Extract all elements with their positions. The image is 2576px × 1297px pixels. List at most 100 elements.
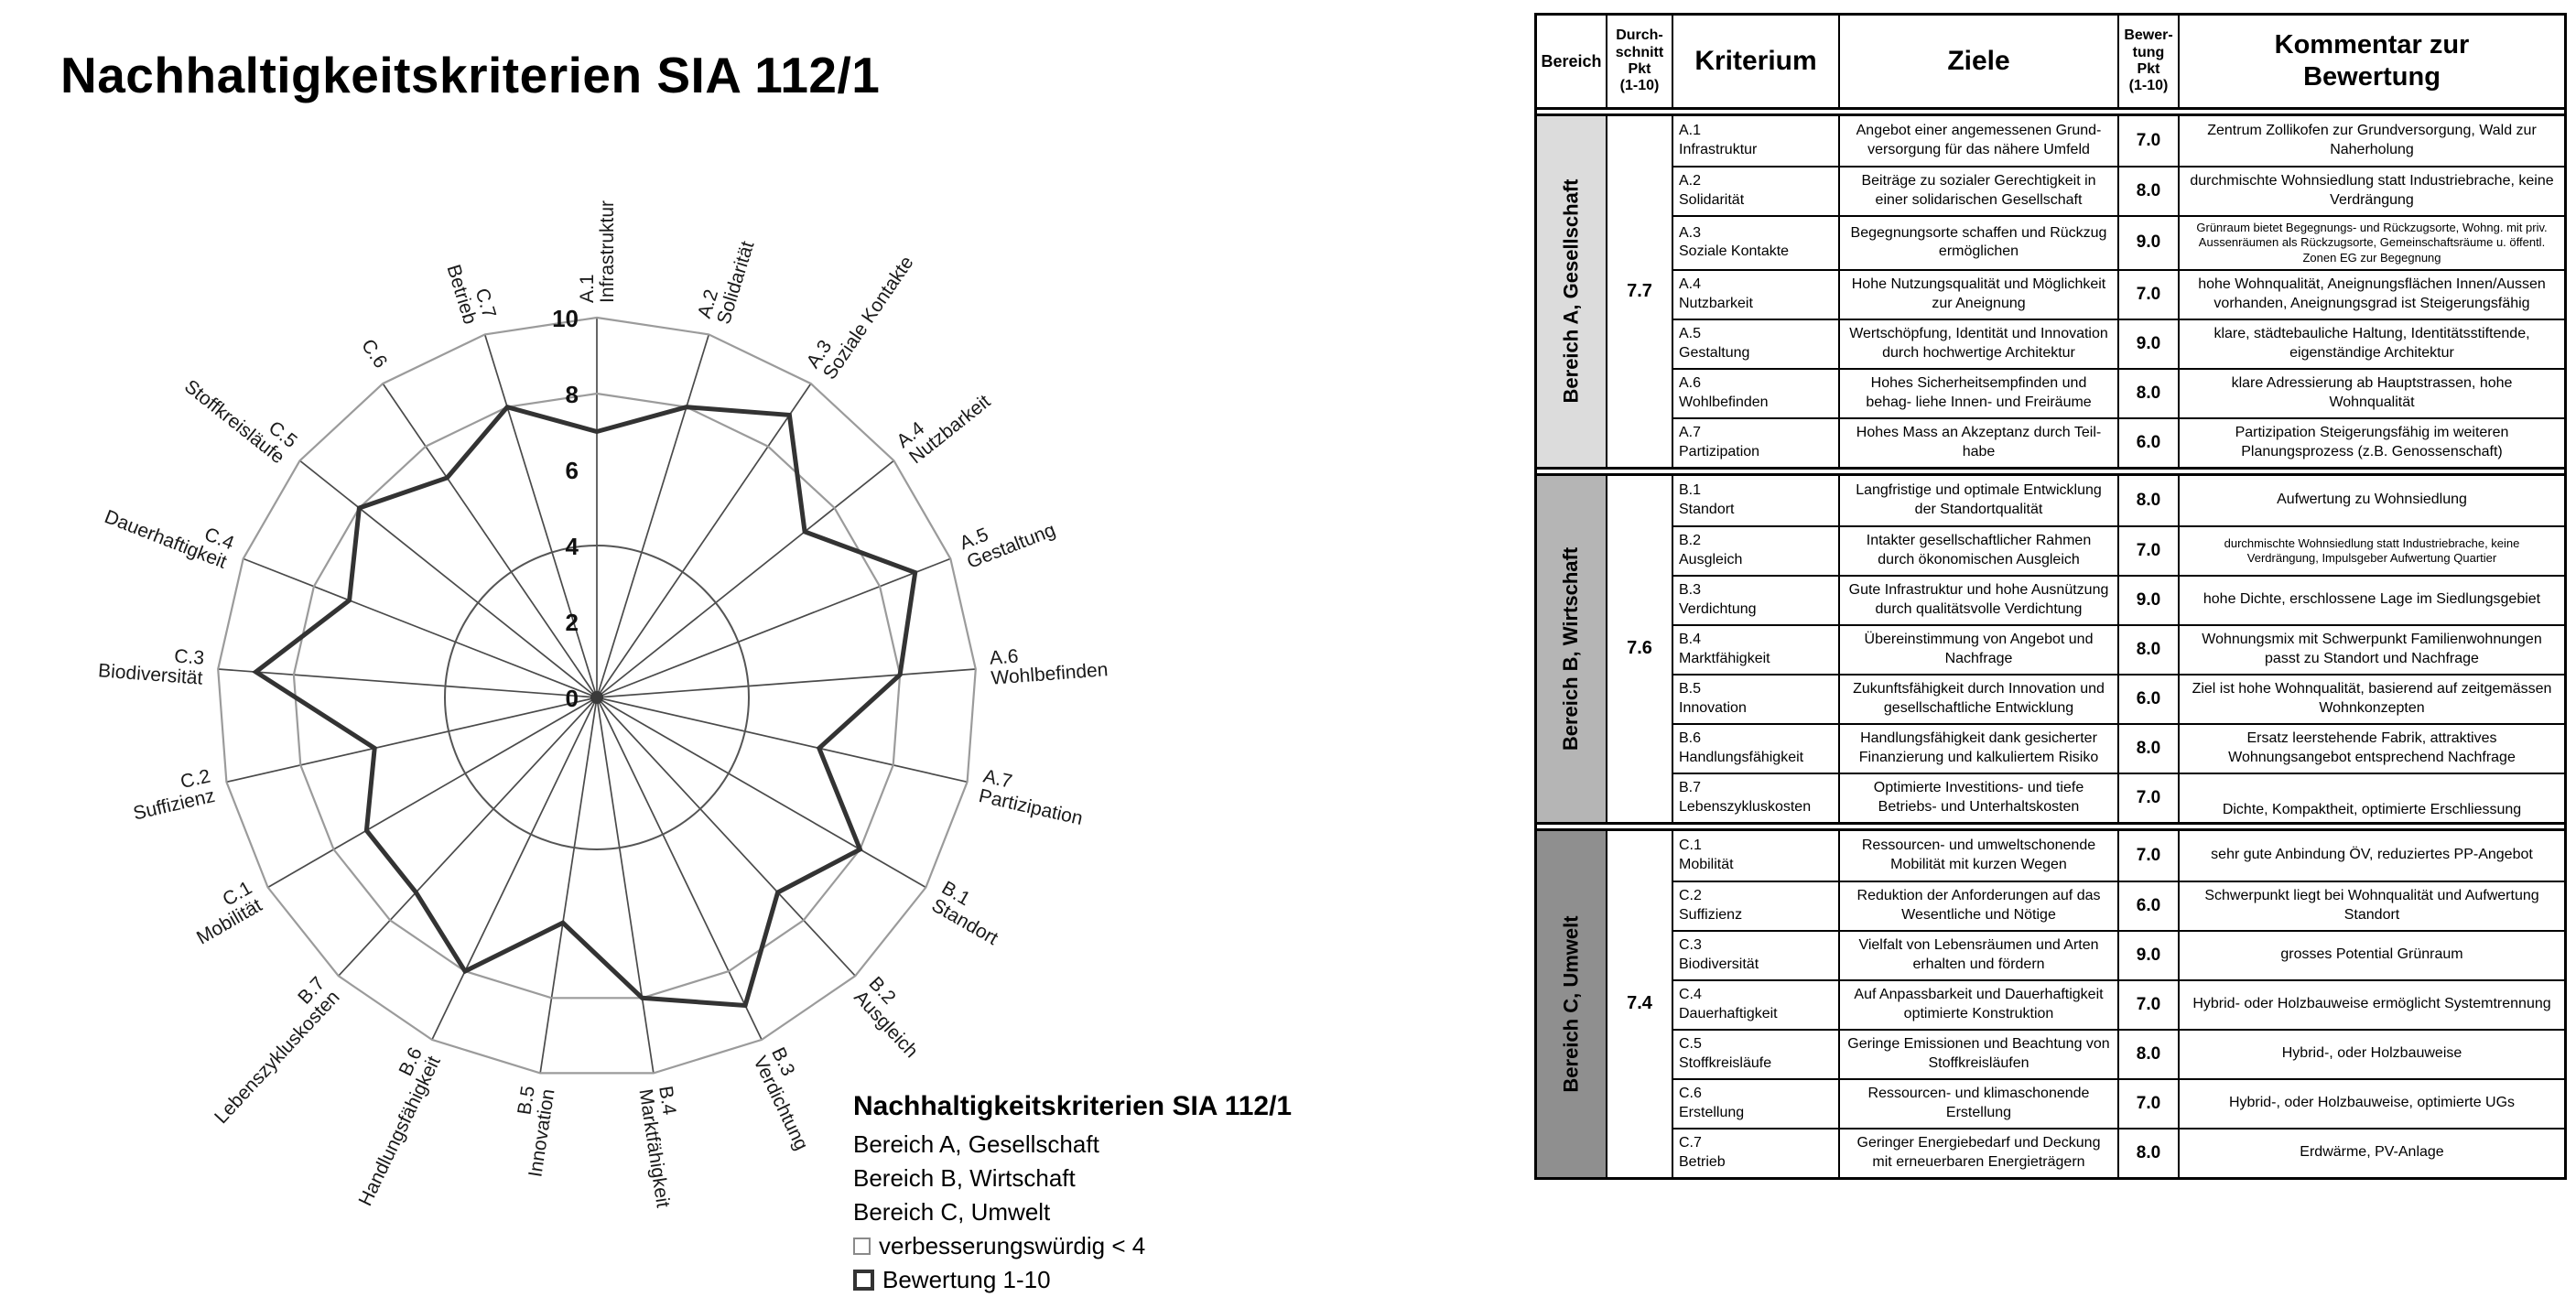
axis-label-name: Soziale Kontakte (819, 253, 918, 384)
bewertung-score: 7.0 (2117, 772, 2178, 822)
radar-axis-label: B.2Ausgleich (850, 973, 936, 1062)
bewertung-score: 8.0 (2117, 1028, 2178, 1078)
bewertung-score: 8.0 (2117, 475, 2178, 525)
radar-tick-label: 0 (566, 685, 579, 712)
radar-axis-label: C.3Biodiversität (97, 640, 205, 688)
kriterium-name: Suffizienz (1679, 906, 1743, 923)
bereich-label-text: Bereich C, Umwelt (1559, 915, 1583, 1093)
radar-spoke (299, 459, 598, 698)
bewertung-score: 7.0 (2117, 524, 2178, 575)
kriterium-code: B.1 (1679, 481, 1702, 498)
radar-legend: Nachhaltigkeitskriterien SIA 112/1 Berei… (853, 1091, 1439, 1297)
radar-data-polygon (252, 404, 918, 1009)
radar-spoke (596, 697, 926, 889)
kriterium-name: Ausgleich (1679, 551, 1743, 567)
axis-label-name: Lebenszykluskosten (211, 987, 344, 1128)
kriterium-code: A.6 (1679, 374, 1702, 391)
kriterium-name: Solidarität (1679, 192, 1745, 208)
radar-grid-ring-10 (217, 316, 977, 1075)
bewertung-score: 8.0 (2117, 166, 2178, 215)
ziele-cell: Zukunftsfähigkeit durch Innovation und g… (1838, 673, 2117, 723)
bewertung-score: 7.0 (2117, 116, 2178, 166)
radar-spoke (596, 334, 710, 698)
ziele-cell: Wertschöpfung, Identität und Innovation … (1838, 318, 2117, 368)
kriterium-cell: B.4 Marktfähigkeit (1672, 623, 1838, 674)
kriterium-cell: B.5 Innovation (1672, 673, 1838, 723)
header-durchschnitt: Durch- schnitt Pkt (1-10) (1606, 16, 1672, 107)
legend-title: Nachhaltigkeitskriterien SIA 112/1 (853, 1091, 1293, 1121)
kriterium-cell: C.3 Biodiversität (1672, 929, 1838, 979)
radar-spoke (218, 668, 598, 698)
radar-axis-label: C.4Dauerhaftigkeit (102, 487, 237, 573)
kriterium-cell: C.5 Stoffkreisläufe (1672, 1028, 1838, 1078)
bewertung-score: 6.0 (2117, 673, 2178, 723)
kriterium-code: C.3 (1679, 936, 1702, 953)
kriterium-cell: B.7 Lebenszykluskosten (1672, 772, 1838, 822)
kriterium-code: C.1 (1679, 837, 1702, 853)
threshold-swatch-icon (853, 1238, 871, 1255)
radar-spoke (431, 697, 598, 1041)
radar-spoke (267, 697, 598, 889)
legend-item-bereich-c: Bereich C, Umwelt (853, 1198, 1051, 1226)
ziele-cell: Reduktion der Anforderungen auf das Wese… (1838, 880, 2117, 930)
bereich-average-score: 7.7 (1606, 116, 1672, 467)
ziele-cell: Hohes Mass an Akzeptanz durch Teil- habe (1838, 416, 2117, 467)
kommentar-cell: grosses Potential Grünraum (2178, 929, 2564, 979)
bewertung-score: 6.0 (2117, 880, 2178, 930)
header-bewertung: Bewer- tung Pkt (1-10) (2117, 16, 2178, 107)
kommentar-cell: klare, städtebauliche Haltung, Identität… (2178, 318, 2564, 368)
ziele-cell: Auf Anpassbarkeit und Dauerhaftigkeit op… (1838, 978, 2117, 1029)
kriterium-name: Biodiversität (1679, 956, 1759, 972)
kriterium-code: B.5 (1679, 680, 1702, 697)
radar-tick-label: 6 (566, 457, 579, 484)
bereich-label: Bereich B, Wirtschaft (1537, 475, 1606, 822)
ziele-cell: Ressourcen- und klimaschonende Erstellun… (1838, 1077, 2117, 1128)
kriterium-name: Handlungsfähigkeit (1679, 749, 1804, 765)
ziele-cell: Geringe Emissionen und Beachtung von Sto… (1838, 1028, 2117, 1078)
kriterium-name: Wohlbefinden (1679, 394, 1769, 410)
kommentar-cell: Wohnungsmix mit Schwerpunkt Familienwohn… (2178, 623, 2564, 674)
section-divider (1537, 466, 2564, 476)
table-section-b: Bereich B, Wirtschaft 7.6 B.1 Standort Langf… (1537, 475, 2564, 822)
axis-label-name: Suffizienz (131, 785, 217, 825)
radar-spoke (382, 383, 598, 698)
bereich-label: Bereich C, Umwelt (1537, 830, 1606, 1177)
kommentar-cell: Aufwertung zu Wohnsiedlung (2178, 475, 2564, 525)
axis-label-code: A.6 (989, 645, 1019, 668)
kriterium-name: Dauerhaftigkeit (1679, 1005, 1778, 1021)
ziele-cell: Intakter gesellschaftlicher Rahmen durch… (1838, 524, 2117, 575)
radar-spoke (338, 697, 598, 977)
kriterium-name: Stoffkreisläufe (1679, 1054, 1772, 1071)
section-divider (1537, 821, 2564, 831)
kriterium-cell: C.6 Erstellung (1672, 1077, 1838, 1128)
kommentar-cell: Grünraum bietet Begegnungs- und Rückzugs… (2178, 215, 2564, 269)
kriterium-cell: A.3 Soziale Kontakte (1672, 215, 1838, 269)
radar-axis-label: A.3Soziale Kontakte (803, 241, 918, 384)
kommentar-cell: Hybrid-, oder Holzbauweise, optimierte U… (2178, 1077, 2564, 1128)
axis-label-name: Solidarität (713, 239, 758, 327)
bewertung-score: 7.0 (2117, 1077, 2178, 1128)
radar-axis-label: C.6 (357, 335, 391, 372)
axis-label-code: A.1 (577, 274, 598, 303)
section-divider (1537, 107, 2564, 116)
kommentar-cell: hohe Dichte, erschlossene Lage im Siedlu… (2178, 574, 2564, 624)
legend-item-bereich-a: Bereich A, Gesellschaft (853, 1130, 1099, 1158)
bewertung-score: 7.0 (2117, 268, 2178, 319)
radar-spoke (596, 697, 763, 1041)
header-bereich: Bereich (1541, 51, 1602, 70)
ziele-cell: Hohe Nutzungsqualität und Möglichkeit zu… (1838, 268, 2117, 319)
kommentar-cell: Ersatz leerstehende Fabrik, attraktives … (2178, 722, 2564, 773)
kriterium-cell: A.5 Gestaltung (1672, 318, 1838, 368)
bewertung-score: 8.0 (2117, 367, 2178, 417)
kommentar-cell: Hybrid-, oder Holzbauweise (2178, 1028, 2564, 1078)
kommentar-cell: Hybrid- oder Holzbauweise ermöglicht Sys… (2178, 978, 2564, 1029)
kriterium-cell: A.1 Infrastruktur (1672, 116, 1838, 166)
ziele-cell: Handlungsfähigkeit dank gesicherter Fina… (1838, 722, 2117, 773)
axis-label-name: Partizipation (977, 785, 1085, 829)
ziele-cell: Begegnungsorte schaffen und Rückzug ermö… (1838, 215, 2117, 269)
bewertung-score: 7.0 (2117, 830, 2178, 881)
kriterium-cell: C.1 Mobilität (1672, 830, 1838, 881)
radar-threshold-circle (444, 545, 750, 850)
kriterium-code: A.1 (1679, 123, 1702, 139)
radar-axis-label: B.6Handlungsfähigkeit (337, 1044, 445, 1210)
